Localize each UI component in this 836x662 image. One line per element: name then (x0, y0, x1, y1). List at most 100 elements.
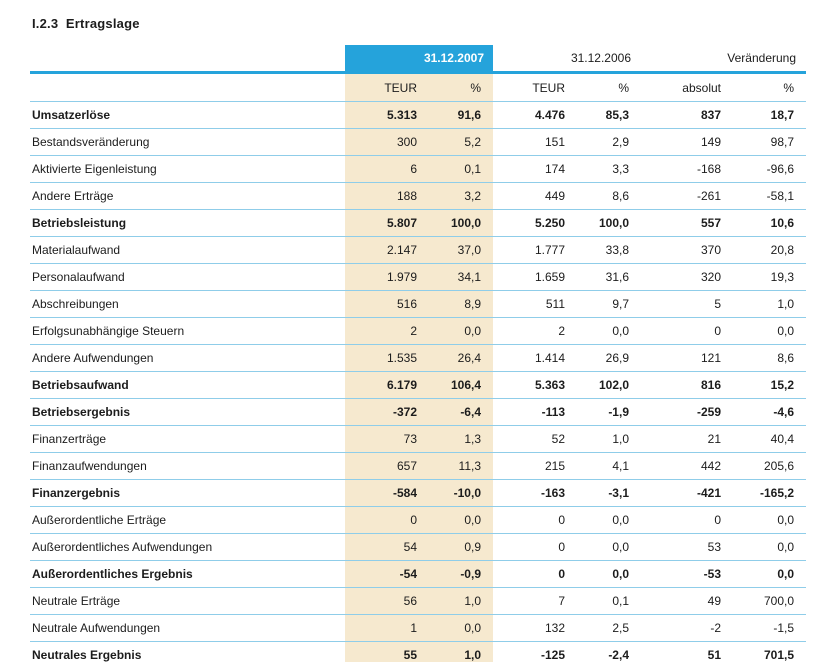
row-value: -125 (493, 641, 577, 662)
row-label: Betriebsergebnis (30, 398, 345, 426)
row-value: 0 (493, 560, 577, 588)
row-label: Bestandsveränderung (30, 128, 345, 156)
row-value: 5.363 (493, 371, 577, 399)
row-value: 700,0 (733, 587, 807, 615)
row-value: 4,1 (577, 452, 641, 480)
table-row: Erfolgsunabhängige Steuern 2 0,0 2 0,0 0 0,0 (30, 317, 807, 345)
row-value: 174 (493, 155, 577, 183)
row-value: -1,5 (733, 614, 807, 642)
subheader-teur-2006: TEUR (493, 72, 577, 102)
row-value: 7 (493, 587, 577, 615)
row-value: 26,9 (577, 344, 641, 372)
table-row: Umsatzerlöse 5.313 91,6 4.476 85,3 837 18,7 (30, 101, 807, 129)
row-value: 10,6 (733, 209, 807, 237)
row-value: 0 (493, 533, 577, 561)
row-value: -113 (493, 398, 577, 426)
row-value: 106,4 (429, 371, 493, 399)
row-value: 19,3 (733, 263, 807, 291)
row-label: Neutrale Aufwendungen (30, 614, 345, 642)
row-value: 0 (345, 506, 429, 534)
row-label: Betriebsaufwand (30, 371, 345, 399)
row-label: Erfolgsunabhängige Steuern (30, 317, 345, 345)
row-value: 0,0 (577, 533, 641, 561)
table-row: Außerordentliches Aufwendungen 54 0,9 0 0,0 5… (30, 533, 807, 561)
table-row: Finanzergebnis -584 -10,0 -163 -3,1 -421 -165,… (30, 479, 807, 507)
row-label: Außerordentliche Erträge (30, 506, 345, 534)
row-value: 6.179 (345, 371, 429, 399)
row-value: 1,0 (577, 425, 641, 453)
row-value: 91,6 (429, 101, 493, 129)
table-row: Andere Erträge 188 3,2 449 8,6 -261 -58,1 (30, 182, 807, 210)
row-value: 1,0 (429, 641, 493, 662)
row-label: Finanzergebnis (30, 479, 345, 507)
row-value: 54 (345, 533, 429, 561)
row-value: 3,3 (577, 155, 641, 183)
row-label: Finanzerträge (30, 425, 345, 453)
row-value: -163 (493, 479, 577, 507)
row-label: Betriebsleistung (30, 209, 345, 237)
table-row: Abschreibungen 516 8,9 511 9,7 5 1,0 (30, 290, 807, 318)
row-value: 49 (641, 587, 733, 615)
row-value: -54 (345, 560, 429, 588)
table-row: Betriebsaufwand 6.179 106,4 5.363 102,0 816 15… (30, 371, 807, 399)
row-value: 320 (641, 263, 733, 291)
table-row: Betriebsleistung 5.807 100,0 5.250 100,0 557 1… (30, 209, 807, 237)
col-group-2006: 31.12.2006 (493, 45, 641, 74)
row-value: 0,0 (577, 506, 641, 534)
subheader-absolut: absolut (641, 72, 733, 102)
row-value: -4,6 (733, 398, 807, 426)
row-value: -421 (641, 479, 733, 507)
row-value: 53 (641, 533, 733, 561)
row-value: -6,4 (429, 398, 493, 426)
row-value: -259 (641, 398, 733, 426)
row-value: -3,1 (577, 479, 641, 507)
row-value: 1.659 (493, 263, 577, 291)
col-group-veraenderung: Veränderung (641, 45, 807, 74)
row-value: 37,0 (429, 236, 493, 264)
row-value: 121 (641, 344, 733, 372)
row-value: 188 (345, 182, 429, 210)
row-value: 701,5 (733, 641, 807, 662)
table-row: Betriebsergebnis -372 -6,4 -113 -1,9 -259 -4,6 (30, 398, 807, 426)
row-value: 56 (345, 587, 429, 615)
row-value: 18,7 (733, 101, 807, 129)
row-value: -261 (641, 182, 733, 210)
col-group-2007: 31.12.2007 (345, 45, 493, 74)
row-label: Personalaufwand (30, 263, 345, 291)
row-value: 300 (345, 128, 429, 156)
row-value: -10,0 (429, 479, 493, 507)
table-row: Finanzaufwendungen 657 11,3 215 4,1 442 205,6 (30, 452, 807, 480)
row-value: 8,6 (733, 344, 807, 372)
row-value: 0,0 (733, 560, 807, 588)
row-value: 1.535 (345, 344, 429, 372)
table-row: Neutrale Aufwendungen 1 0,0 132 2,5 -2 -1,5 (30, 614, 807, 642)
row-value: 5.807 (345, 209, 429, 237)
table-row: Neutrales Ergebnis 55 1,0 -125 -2,4 51 701,5 (30, 641, 807, 662)
row-value: 657 (345, 452, 429, 480)
row-value: 33,8 (577, 236, 641, 264)
row-value: 837 (641, 101, 733, 129)
table-row: Bestandsveränderung 300 5,2 151 2,9 149 98,7 (30, 128, 807, 156)
row-value: 5 (641, 290, 733, 318)
row-value: 4.476 (493, 101, 577, 129)
row-value: -372 (345, 398, 429, 426)
row-value: 31,6 (577, 263, 641, 291)
row-label: Außerordentliches Ergebnis (30, 560, 345, 588)
table-row: Neutrale Erträge 56 1,0 7 0,1 49 700,0 (30, 587, 807, 615)
row-label: Finanzaufwendungen (30, 452, 345, 480)
row-value: 21 (641, 425, 733, 453)
section-title: I.2.3 Ertragslage (32, 16, 140, 31)
row-value: 557 (641, 209, 733, 237)
row-value: -2,4 (577, 641, 641, 662)
row-value: 2 (345, 317, 429, 345)
row-label: Aktivierte Eigenleistung (30, 155, 345, 183)
row-value: -168 (641, 155, 733, 183)
row-value: 52 (493, 425, 577, 453)
row-label: Neutrales Ergebnis (30, 641, 345, 662)
row-value: 151 (493, 128, 577, 156)
row-value: 6 (345, 155, 429, 183)
row-label: Andere Erträge (30, 182, 345, 210)
row-value: 0,0 (733, 533, 807, 561)
row-label: Umsatzerlöse (30, 101, 345, 129)
